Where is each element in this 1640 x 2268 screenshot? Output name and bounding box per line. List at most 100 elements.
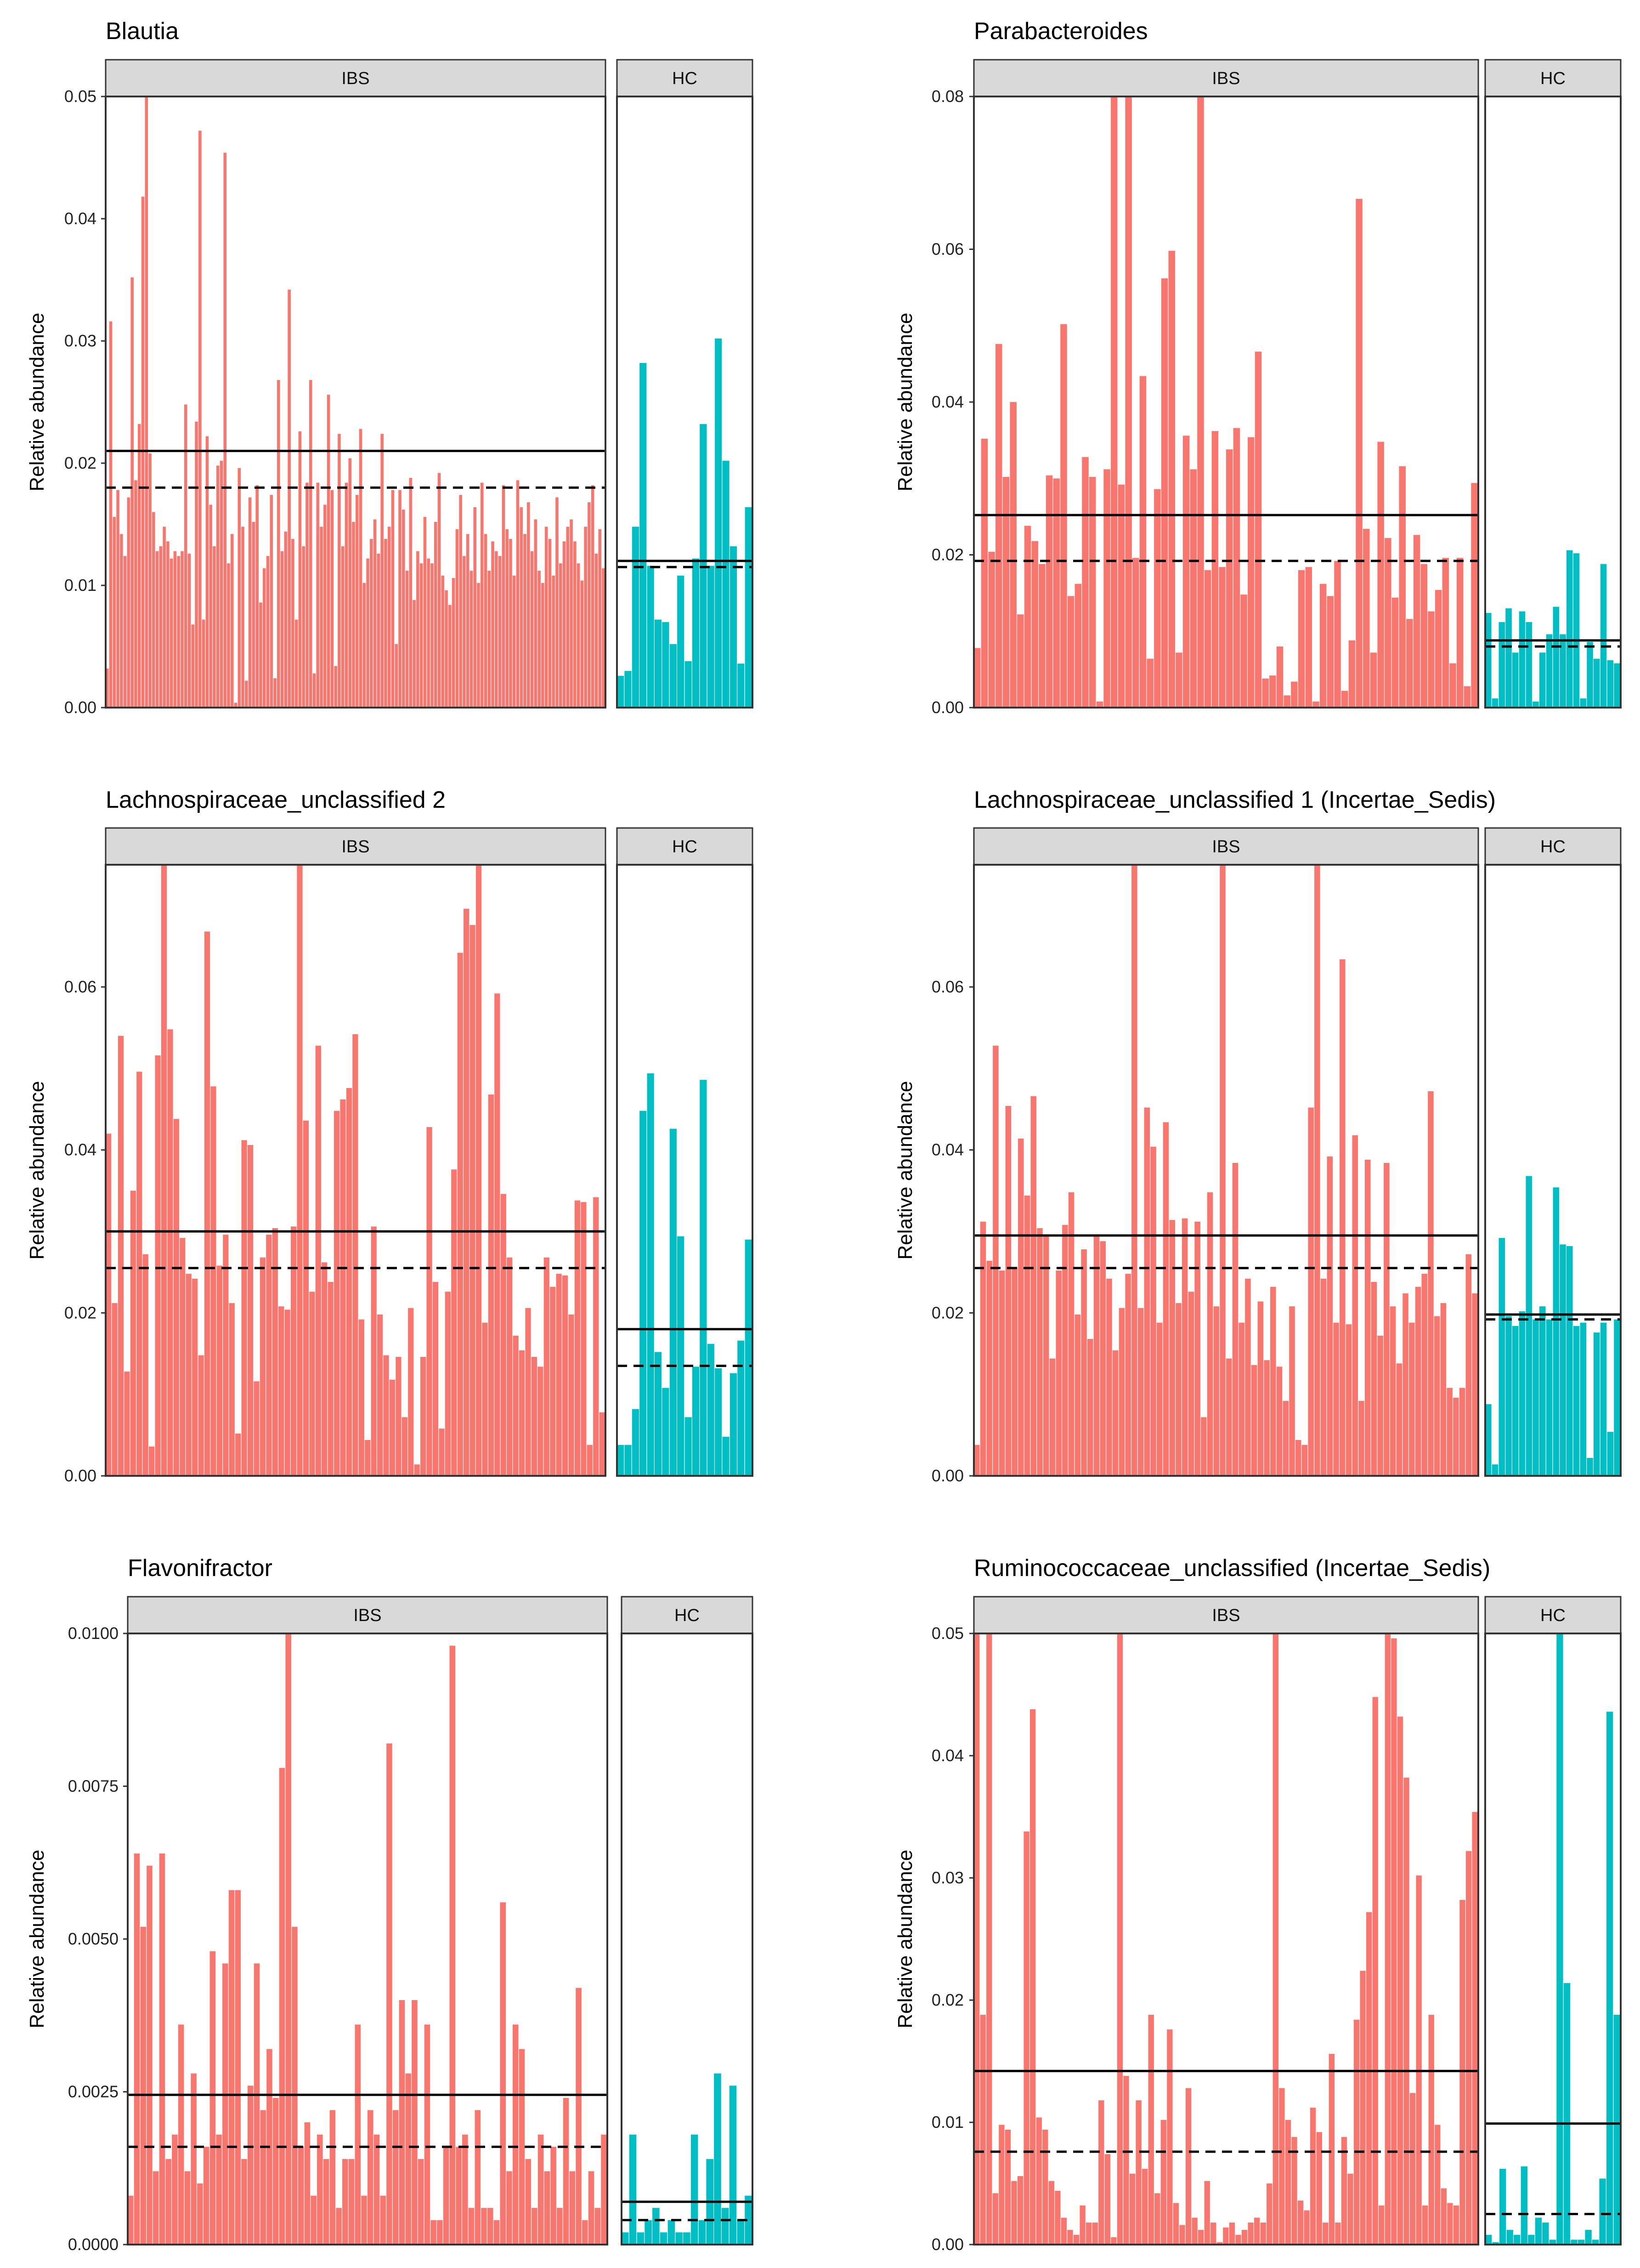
bar bbox=[1571, 2240, 1578, 2245]
bar bbox=[654, 619, 662, 708]
bar bbox=[622, 2232, 629, 2245]
bar bbox=[468, 2208, 475, 2245]
bar bbox=[297, 865, 303, 1476]
bar bbox=[1459, 1388, 1465, 1476]
bar bbox=[370, 539, 373, 708]
bar bbox=[352, 522, 355, 708]
bar bbox=[1334, 561, 1341, 708]
bar bbox=[482, 1322, 488, 1476]
bar bbox=[234, 703, 238, 708]
bar bbox=[1144, 1107, 1150, 1476]
bar bbox=[1188, 1292, 1194, 1476]
bar bbox=[1226, 449, 1233, 708]
bar bbox=[204, 931, 210, 1476]
bar bbox=[1363, 528, 1370, 708]
bar bbox=[418, 2159, 424, 2245]
bar bbox=[341, 546, 345, 708]
bar bbox=[323, 505, 327, 708]
bar bbox=[1464, 686, 1471, 708]
bar bbox=[248, 2086, 254, 2245]
bar bbox=[1372, 1697, 1378, 2245]
bar bbox=[1384, 1163, 1390, 1476]
bar bbox=[617, 1445, 624, 1476]
bar bbox=[280, 551, 284, 708]
y-tick-label: 0.00 bbox=[64, 1466, 96, 1485]
bar bbox=[692, 1366, 700, 1476]
bar bbox=[291, 539, 294, 708]
bar bbox=[1613, 2014, 1620, 2245]
bar bbox=[1320, 1278, 1327, 1476]
bar bbox=[130, 1191, 136, 1476]
y-tick-label: 0.06 bbox=[932, 240, 964, 259]
bar bbox=[1553, 1187, 1560, 1476]
bar bbox=[684, 1417, 692, 1476]
bar bbox=[1251, 1365, 1257, 1476]
bar bbox=[396, 1357, 402, 1476]
bar bbox=[1111, 2237, 1117, 2245]
bar bbox=[229, 1303, 235, 1476]
facet-strip bbox=[1484, 59, 1622, 97]
bar bbox=[130, 277, 134, 708]
bar bbox=[555, 497, 559, 708]
bar bbox=[270, 495, 273, 708]
bar bbox=[1587, 642, 1593, 708]
y-tick-label: 0.00 bbox=[932, 2235, 964, 2254]
bar bbox=[537, 571, 541, 708]
bar bbox=[1485, 2234, 1492, 2245]
bar bbox=[1295, 1440, 1301, 1476]
bar bbox=[1298, 570, 1305, 708]
facet-strip-label: HC bbox=[1540, 1606, 1566, 1625]
bar bbox=[216, 2134, 222, 2245]
y-tick-label: 0.03 bbox=[64, 331, 96, 350]
bar bbox=[487, 571, 491, 708]
bar bbox=[202, 619, 205, 708]
bar bbox=[1329, 2054, 1335, 2245]
bar bbox=[1472, 1812, 1478, 2245]
bar bbox=[1585, 2230, 1592, 2245]
bar bbox=[1168, 250, 1175, 708]
chart-panel: Parabacteroides Relative abundance 0.00 0.0… bbox=[894, 18, 1622, 717]
bar bbox=[1269, 675, 1276, 708]
bar bbox=[574, 1200, 581, 1476]
facet-hc: HC bbox=[1484, 1596, 1622, 2245]
facet-strip-label: IBS bbox=[1212, 69, 1240, 88]
bar bbox=[1580, 698, 1587, 708]
bar bbox=[1036, 2117, 1042, 2245]
bar bbox=[1453, 1397, 1459, 1476]
bar bbox=[1492, 698, 1499, 708]
bar bbox=[573, 541, 577, 708]
bar bbox=[413, 600, 416, 708]
bar bbox=[109, 321, 113, 708]
bar bbox=[1310, 2108, 1316, 2245]
y-tick-label: 0.0100 bbox=[68, 1624, 119, 1643]
bar bbox=[1039, 564, 1046, 708]
bar bbox=[235, 1433, 241, 1476]
bar bbox=[198, 1355, 204, 1476]
facet-strip-label: HC bbox=[1540, 837, 1566, 856]
bar bbox=[530, 551, 534, 708]
bar bbox=[495, 551, 498, 708]
bar bbox=[487, 2208, 493, 2245]
bar bbox=[1163, 1122, 1169, 1476]
bar bbox=[593, 1197, 599, 1476]
bar bbox=[1005, 1106, 1012, 1476]
bar bbox=[213, 546, 216, 708]
bar bbox=[445, 590, 448, 708]
bar bbox=[1210, 2223, 1216, 2245]
bar bbox=[988, 551, 995, 708]
bar bbox=[502, 485, 505, 708]
chart-title: Lachnospiraceae_unclassified 1 (Incertae… bbox=[974, 787, 1496, 813]
bar bbox=[178, 2024, 184, 2245]
bar bbox=[373, 2134, 380, 2245]
bar bbox=[1068, 1192, 1074, 1476]
bar bbox=[302, 546, 305, 708]
bar bbox=[116, 490, 119, 708]
bar bbox=[355, 2024, 361, 2245]
bar bbox=[1304, 2210, 1310, 2245]
chart-title: Flavonifractor bbox=[128, 1555, 272, 1582]
bar bbox=[675, 2232, 683, 2245]
bar bbox=[141, 197, 145, 708]
bar bbox=[259, 602, 262, 708]
bar bbox=[1409, 1322, 1415, 1476]
bar bbox=[1346, 1324, 1352, 1476]
